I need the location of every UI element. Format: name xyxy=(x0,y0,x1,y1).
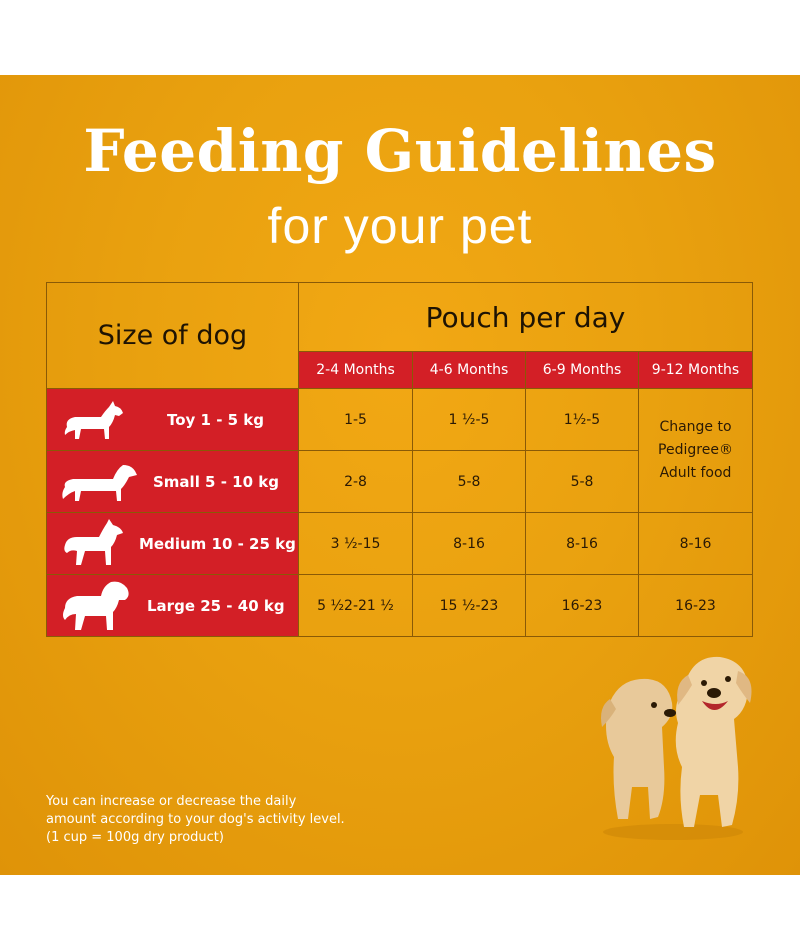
value-cell: 5-8 xyxy=(526,451,639,513)
value-cell: 15 ½-23 xyxy=(413,575,526,637)
value-cell: 8-16 xyxy=(639,513,753,575)
pouch-header: Pouch per day xyxy=(299,282,753,352)
value-cell: 5 ½2-21 ½ xyxy=(299,575,413,637)
feeding-panel: Feeding Guidelines for your pet Size of … xyxy=(0,75,800,875)
adult-food-note: Change to Pedigree® Adult food xyxy=(639,389,753,513)
month-header: 2-4 Months xyxy=(299,352,413,389)
month-header: 6-9 Months xyxy=(526,352,639,389)
row-size-toy: Toy 1 - 5 kg xyxy=(46,389,299,451)
feeding-table: Size of dog Pouch per day 2-4 Months 4-6… xyxy=(46,282,753,639)
value-cell: 3 ½-15 xyxy=(299,513,413,575)
value-cell: 16-23 xyxy=(639,575,753,637)
size-label: Large 25 - 40 kg xyxy=(147,596,285,615)
page-subtitle: for your pet xyxy=(267,198,533,254)
size-label: Medium 10 - 25 kg xyxy=(139,534,296,553)
value-cell: 5-8 xyxy=(413,451,526,513)
value-cell: 8-16 xyxy=(413,513,526,575)
small-dog-icon xyxy=(62,464,138,501)
value-cell: 1-5 xyxy=(299,389,413,451)
size-label: Toy 1 - 5 kg xyxy=(167,410,265,429)
page-title: Feeding Guidelines xyxy=(83,117,717,185)
month-header: 9-12 Months xyxy=(639,352,753,389)
value-cell: 2-8 xyxy=(299,451,413,513)
size-header: Size of dog xyxy=(46,282,299,389)
value-cell: 16-23 xyxy=(526,575,639,637)
toy-dog-icon xyxy=(64,400,123,439)
value-cell: 1 ½-5 xyxy=(413,389,526,451)
large-dog-icon xyxy=(63,581,129,630)
row-size-small: Small 5 - 10 kg xyxy=(46,451,299,513)
row-size-large: Large 25 - 40 kg xyxy=(46,575,299,637)
medium-dog-icon xyxy=(64,518,123,565)
size-label: Small 5 - 10 kg xyxy=(153,472,279,491)
value-cell: 8-16 xyxy=(526,513,639,575)
row-size-medium: Medium 10 - 25 kg xyxy=(46,513,299,575)
value-cell: 1½-5 xyxy=(526,389,639,451)
month-header: 4-6 Months xyxy=(413,352,526,389)
footnote: You can increase or decrease the daily a… xyxy=(46,794,345,845)
puppies-image xyxy=(588,647,758,851)
